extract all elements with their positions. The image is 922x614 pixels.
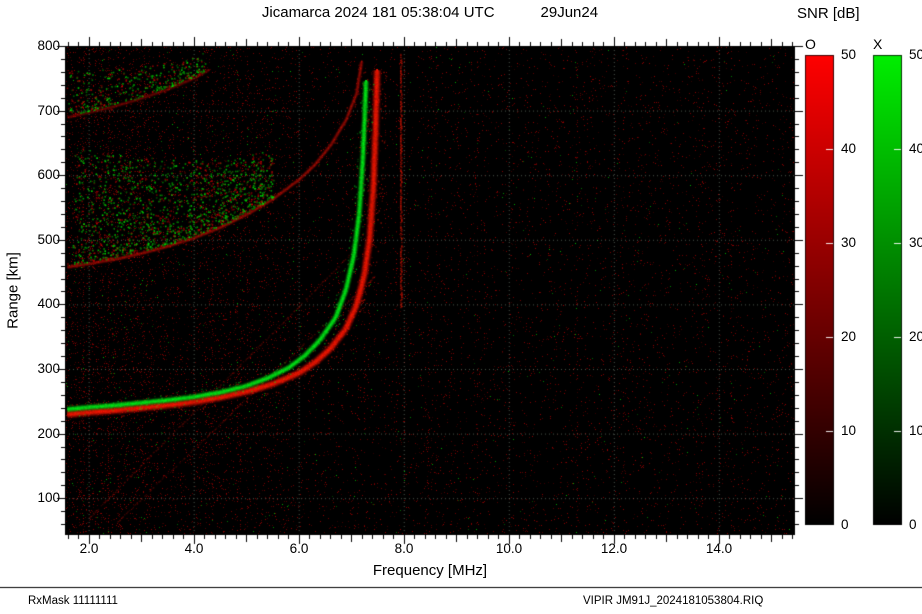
o-colorbar-tick-label: 10	[841, 423, 857, 438]
footer-rxmask: RxMask 11111111	[28, 595, 118, 607]
colorbar-o-label: O	[805, 36, 816, 52]
y-tick-label: 600	[37, 167, 60, 182]
plot-header: Jicamarca 2024 181 05:38:04 UTC 29Jun24	[65, 4, 795, 21]
o-colorbar-tick-label: 40	[841, 141, 857, 156]
x-tick-label: 2.0	[79, 541, 99, 556]
x-colorbar-tick-label: 20	[909, 329, 922, 344]
x-colorbar-tick-label: 30	[909, 235, 922, 250]
x-colorbar-tick-label: 50	[909, 47, 922, 62]
x-tick-label: 4.0	[184, 541, 204, 556]
colorbar-title: SNR [dB]	[797, 5, 860, 22]
y-tick-label: 800	[37, 38, 60, 53]
x-axis-label: Frequency [MHz]	[372, 562, 488, 579]
x-tick-label: 6.0	[289, 541, 309, 556]
y-tick-label: 700	[37, 103, 60, 118]
y-tick-label: 500	[37, 232, 60, 247]
o-colorbar-tick-label: 50	[841, 47, 857, 62]
x-colorbar-tick-label: 10	[909, 423, 922, 438]
y-tick-label: 100	[37, 490, 60, 505]
o-colorbar-tick-label: 20	[841, 329, 857, 344]
y-tick-label: 300	[37, 361, 60, 376]
plot-title: Jicamarca 2024 181 05:38:04 UTC	[261, 4, 495, 21]
colorbar-x-label: X	[873, 36, 883, 52]
o-colorbar-tick-label: 0	[841, 517, 849, 532]
x-colorbar-tick-label: 40	[909, 141, 922, 156]
y-axis-label: Range [km]	[4, 252, 22, 329]
y-tick-label: 200	[37, 426, 60, 441]
footer-filename: VIPIR JM91J_2024181053804.RIQ	[583, 595, 764, 607]
x-tick-label: 12.0	[600, 541, 628, 556]
o-colorbar-tick-label: 30	[841, 235, 857, 250]
x-colorbar-tick-label: 0	[909, 517, 917, 532]
y-tick-label: 400	[37, 296, 60, 311]
x-tick-label: 14.0	[705, 541, 733, 556]
x-tick-label: 10.0	[495, 541, 523, 556]
plot-date: 29Jun24	[540, 4, 599, 21]
x-tick-label: 8.0	[394, 541, 414, 556]
